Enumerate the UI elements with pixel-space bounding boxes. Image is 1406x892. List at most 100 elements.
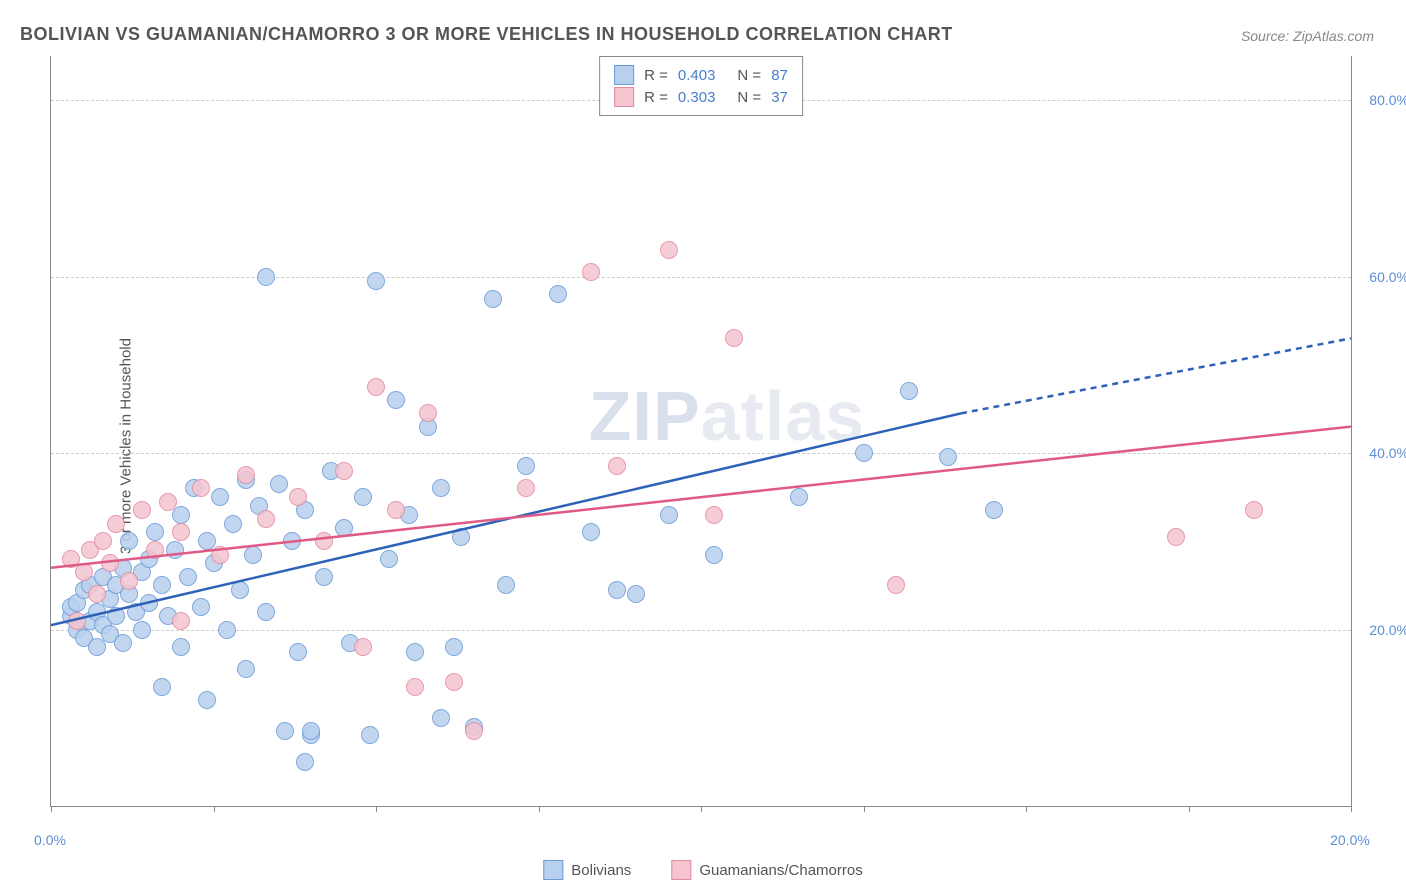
y-tick-label: 20.0% <box>1369 622 1406 638</box>
data-point <box>94 532 112 550</box>
data-point <box>224 515 242 533</box>
data-point <box>790 488 808 506</box>
legend-item: Guamanians/Chamorros <box>671 860 862 880</box>
data-point <box>211 546 229 564</box>
data-point <box>276 722 294 740</box>
data-point <box>387 391 405 409</box>
data-point <box>192 479 210 497</box>
data-point <box>68 612 86 630</box>
x-tick-label: 0.0% <box>34 832 66 848</box>
data-point <box>114 634 132 652</box>
data-point <box>140 594 158 612</box>
data-point <box>146 523 164 541</box>
data-point <box>419 404 437 422</box>
y-tick-label: 80.0% <box>1369 92 1406 108</box>
y-tick-label: 60.0% <box>1369 269 1406 285</box>
data-point <box>133 621 151 639</box>
legend-swatch <box>671 860 691 880</box>
data-point <box>296 753 314 771</box>
gridline <box>51 453 1351 454</box>
legend-swatch <box>614 65 634 85</box>
data-point <box>517 457 535 475</box>
data-point <box>549 285 567 303</box>
data-point <box>452 528 470 546</box>
r-label: R = <box>644 89 668 106</box>
data-point <box>289 488 307 506</box>
gridline <box>51 277 1351 278</box>
y-tick-label: 40.0% <box>1369 445 1406 461</box>
data-point <box>237 466 255 484</box>
data-point <box>354 488 372 506</box>
data-point <box>582 523 600 541</box>
data-point <box>257 603 275 621</box>
data-point <box>107 515 125 533</box>
data-point <box>517 479 535 497</box>
data-point <box>257 268 275 286</box>
legend-item: Bolivians <box>543 860 631 880</box>
data-point <box>445 638 463 656</box>
x-tick <box>1026 806 1027 812</box>
data-point <box>172 506 190 524</box>
data-point <box>432 709 450 727</box>
data-point <box>705 546 723 564</box>
r-value: 0.303 <box>678 89 716 106</box>
data-point <box>133 501 151 519</box>
data-point <box>608 457 626 475</box>
data-point <box>192 598 210 616</box>
data-point <box>166 541 184 559</box>
data-point <box>608 581 626 599</box>
data-point <box>406 678 424 696</box>
x-tick <box>376 806 377 812</box>
data-point <box>270 475 288 493</box>
data-point <box>335 462 353 480</box>
x-tick <box>701 806 702 812</box>
data-point <box>75 563 93 581</box>
data-point <box>198 691 216 709</box>
data-point <box>153 576 171 594</box>
data-point <box>237 660 255 678</box>
data-point <box>1245 501 1263 519</box>
data-point <box>107 607 125 625</box>
legend-swatch <box>543 860 563 880</box>
data-point <box>465 722 483 740</box>
data-point <box>705 506 723 524</box>
data-point <box>1167 528 1185 546</box>
data-point <box>101 554 119 572</box>
data-point <box>211 488 229 506</box>
data-point <box>172 523 190 541</box>
data-point <box>660 241 678 259</box>
data-point <box>985 501 1003 519</box>
data-point <box>159 493 177 511</box>
legend-swatch <box>614 87 634 107</box>
n-value: 37 <box>771 89 788 106</box>
data-point <box>120 532 138 550</box>
data-point <box>939 448 957 466</box>
r-value: 0.403 <box>678 67 716 84</box>
data-point <box>231 581 249 599</box>
n-label: N = <box>737 67 761 84</box>
data-point <box>218 621 236 639</box>
trend-lines <box>51 56 1351 806</box>
data-point <box>172 638 190 656</box>
data-point <box>406 643 424 661</box>
data-point <box>484 290 502 308</box>
data-point <box>302 722 320 740</box>
r-label: R = <box>644 67 668 84</box>
data-point <box>627 585 645 603</box>
legend-correlation: R =0.403N =87R =0.303N =37 <box>599 56 803 116</box>
data-point <box>887 576 905 594</box>
legend-row: R =0.303N =37 <box>614 87 788 107</box>
data-point <box>354 638 372 656</box>
x-tick <box>51 806 52 812</box>
scatter-plot: ZIPatlas R =0.403N =87R =0.303N =37 20.0… <box>50 56 1352 807</box>
data-point <box>146 541 164 559</box>
x-tick <box>1351 806 1352 812</box>
data-point <box>855 444 873 462</box>
chart-title: BOLIVIAN VS GUAMANIAN/CHAMORRO 3 OR MORE… <box>20 24 953 45</box>
data-point <box>387 501 405 519</box>
legend-row: R =0.403N =87 <box>614 65 788 85</box>
data-point <box>900 382 918 400</box>
data-point <box>120 572 138 590</box>
data-point <box>380 550 398 568</box>
data-point <box>315 568 333 586</box>
